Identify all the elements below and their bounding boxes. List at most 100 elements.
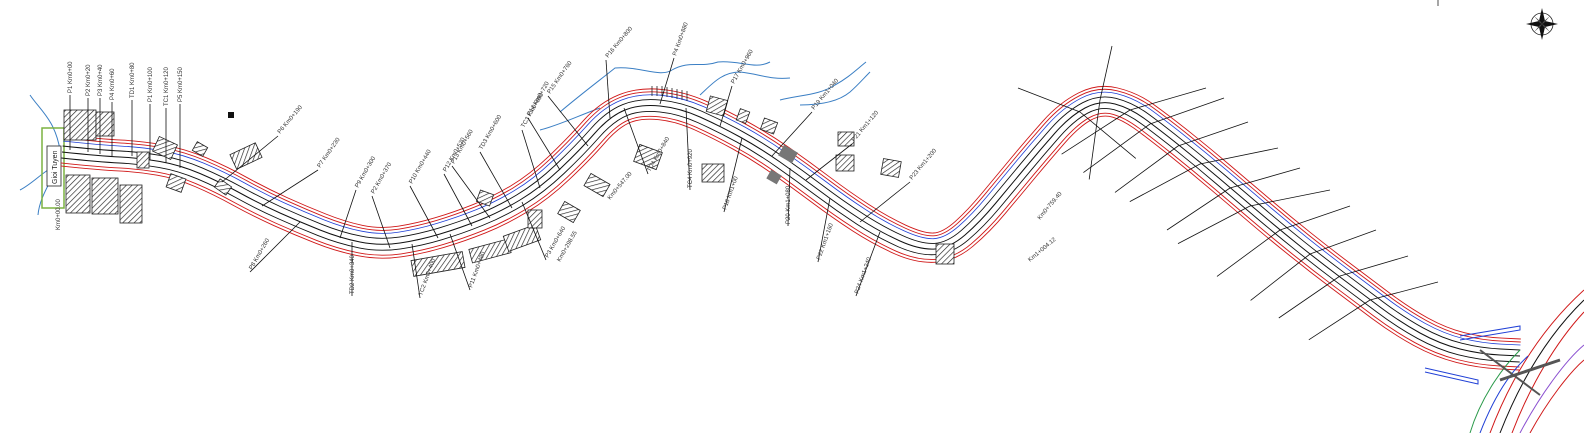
building	[152, 135, 178, 161]
stake-label-s7: TC1 Km0+120	[164, 66, 170, 106]
stake-leader-s16	[409, 185, 439, 239]
building	[91, 177, 119, 215]
building	[835, 154, 855, 172]
building	[63, 109, 97, 141]
stake-label-s9: P6 Km0+190	[277, 104, 304, 135]
building	[136, 151, 150, 169]
stake-leader-s10	[261, 169, 319, 207]
building	[701, 163, 725, 183]
building	[557, 200, 581, 224]
stake-leader-right-tail	[1166, 187, 1231, 231]
buildings	[63, 95, 955, 277]
road-alignment	[60, 85, 1521, 371]
road-edge-outer-right	[60, 115, 1520, 371]
building	[735, 108, 751, 124]
road-edge-left	[63, 88, 1521, 343]
building	[119, 184, 143, 224]
stake-leader-right	[1309, 229, 1377, 255]
stake-leader-right	[1017, 87, 1081, 113]
station-annotation-a3: Km0+547.00	[607, 171, 634, 202]
stake-label-s5: TD1 Km0+80	[130, 62, 136, 98]
stake-leader-s14	[371, 195, 391, 249]
stake-label-s13: TD2 Km0+340	[350, 254, 356, 294]
stake-leader-right	[1369, 281, 1439, 301]
stake-leader-s29	[719, 85, 733, 127]
stake-leader-right	[1279, 205, 1351, 231]
stake-label-s1: P1 Km0+00	[68, 61, 74, 93]
building	[228, 112, 234, 118]
start-label: Gioi Tuyen	[52, 150, 59, 184]
road-centerline	[61, 102, 1521, 357]
building	[213, 178, 233, 196]
stake-leaders: P1 Km0+00 P2 Km0+20 P3 Km0+40 P4 Km0+60 TD1 …	[68, 21, 939, 299]
stake-label-s30: P18 Km1+00	[722, 175, 740, 210]
stake-leader-s35	[859, 181, 911, 223]
stake-label-s2: P2 Km0+20	[86, 64, 92, 96]
stake-label-s4: P4 Km0+60	[110, 68, 116, 100]
building	[583, 172, 611, 198]
stake-label-s12: P9 Km0+300	[355, 155, 378, 189]
stake-leader-s26	[623, 107, 649, 175]
stake-label-s24: P15 Km0+760	[547, 60, 574, 95]
fence-ticks	[651, 86, 688, 101]
road-edge-right	[60, 112, 1520, 368]
stake-leader-s18	[443, 173, 473, 227]
building	[475, 189, 495, 207]
road-edge-outer-left	[63, 85, 1521, 340]
stake-leader-s22	[521, 129, 541, 189]
stake-leader-s36	[855, 231, 881, 297]
stake-leader-s31	[771, 111, 813, 157]
stake-leader-right	[1249, 189, 1331, 207]
stake-leader-right-tail	[1250, 253, 1311, 301]
building	[95, 111, 115, 137]
stake-leader-right	[1149, 97, 1225, 125]
stake-leader-right	[1177, 121, 1249, 147]
road-lane-left	[62, 96, 1521, 351]
stake-leader-s9	[221, 135, 279, 183]
start-area: Gioi Tuyen	[41, 127, 65, 209]
building	[705, 95, 729, 117]
stake-label-s10: P7 Km0+230	[317, 137, 342, 170]
stake-leader-s27	[659, 57, 675, 105]
stake-leader-right-tail	[1088, 99, 1101, 180]
building	[759, 117, 779, 135]
stake-label-s33: P21 Km1+120	[851, 110, 881, 144]
stake-leader-right-tail	[1216, 229, 1281, 277]
stake-label-s35: P23 Km1+200	[909, 148, 939, 182]
grass-patch	[41, 127, 65, 209]
stake-leader-right-tail	[1114, 145, 1179, 193]
building	[837, 131, 855, 147]
stake-leader-right	[1229, 167, 1301, 189]
stream-top-3	[699, 71, 791, 96]
building	[468, 238, 512, 264]
end-intersection	[1424, 289, 1584, 433]
stake-leader-right	[1129, 87, 1207, 111]
building	[229, 142, 263, 170]
building	[778, 144, 798, 164]
stake-label-s23: P14 Km0+720	[527, 80, 552, 117]
building	[502, 224, 542, 252]
building	[65, 174, 91, 214]
stake-leader-right	[1099, 45, 1113, 101]
road-lane-right	[61, 107, 1520, 363]
road-boundary-left	[63, 91, 1521, 346]
building	[527, 209, 543, 229]
station-annotation-a5: Km1+004.12	[1027, 237, 1058, 264]
stake-label-s36: P24 Km1+240	[854, 256, 873, 295]
stake-label-s14: P2 Km0+370	[371, 161, 394, 195]
stake-leader-s24	[547, 95, 589, 147]
building	[880, 158, 902, 178]
stake-leader-right-tail	[1129, 163, 1201, 202]
compass-rose-icon	[1526, 8, 1558, 40]
stake-leader-s15	[411, 243, 421, 299]
stake-label-s8: P5 Km0+150	[178, 66, 184, 102]
stream-right-2	[799, 71, 871, 106]
water-lines	[19, 61, 871, 216]
stake-leader-right	[1199, 147, 1279, 165]
stake-leader-s23	[527, 117, 561, 171]
building	[410, 251, 466, 277]
stake-label-s16: P10 Km0+440	[409, 148, 434, 185]
stake-leader-s34	[817, 197, 831, 263]
stake-leader-s12	[339, 189, 357, 239]
